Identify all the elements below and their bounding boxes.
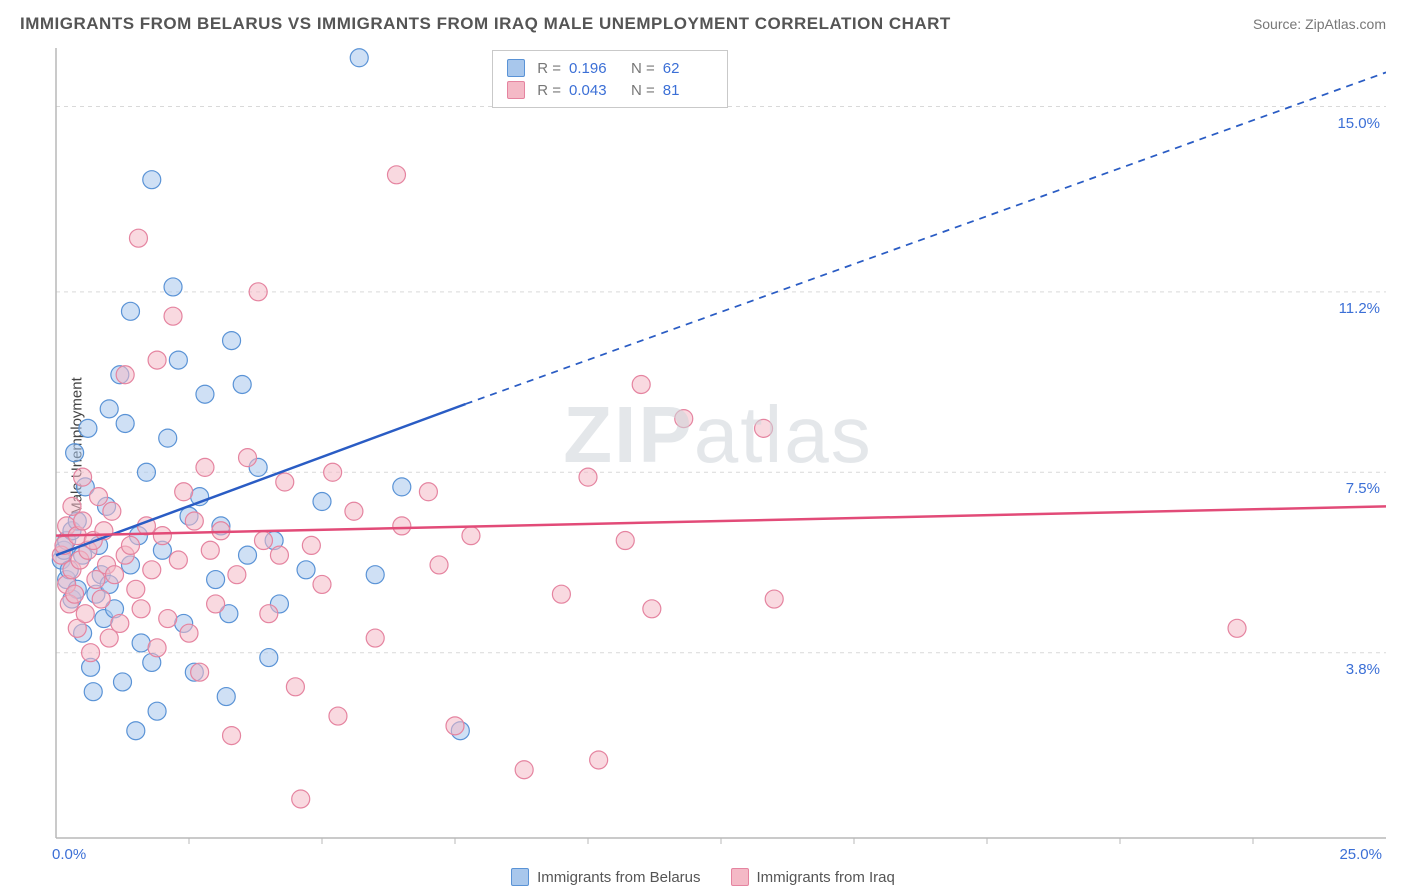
- y-grid-label: 15.0%: [1337, 115, 1380, 132]
- legend-swatch: [507, 81, 525, 99]
- y-grid-label: 7.5%: [1346, 480, 1380, 497]
- x-axis-min-label: 0.0%: [52, 846, 86, 863]
- source-credit: Source: ZipAtlas.com: [1253, 16, 1386, 32]
- legend-swatch: [511, 868, 529, 886]
- legend-item: Immigrants from Iraq: [731, 868, 895, 886]
- legend-swatch: [731, 868, 749, 886]
- legend-label: Immigrants from Belarus: [537, 869, 700, 886]
- legend-label: Immigrants from Iraq: [757, 869, 895, 886]
- x-axis-max-label: 25.0%: [1339, 846, 1382, 863]
- chart-title: IMMIGRANTS FROM BELARUS VS IMMIGRANTS FR…: [20, 14, 951, 34]
- scatter-chart-svg: [50, 48, 1386, 854]
- legend-stat-row: R =0.043N =81: [507, 79, 713, 101]
- correlation-legend-box: R =0.196N =62R =0.043N =81: [492, 50, 728, 108]
- series-legend: Immigrants from Belarus Immigrants from I…: [0, 868, 1406, 886]
- y-grid-label: 3.8%: [1346, 661, 1380, 678]
- legend-swatch: [507, 59, 525, 77]
- chart-area: ZIPatlas R =0.196N =62R =0.043N =81 0.0%…: [50, 48, 1386, 854]
- y-grid-label: 11.2%: [1339, 300, 1380, 317]
- legend-stat-row: R =0.196N =62: [507, 57, 713, 79]
- legend-item: Immigrants from Belarus: [511, 868, 700, 886]
